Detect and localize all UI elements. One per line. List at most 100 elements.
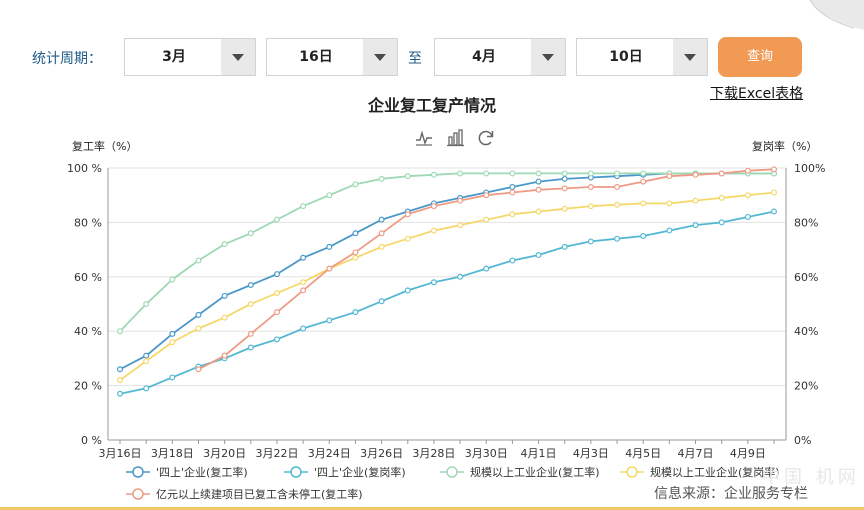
chevron-down-icon[interactable]: [531, 39, 565, 75]
data-point: [457, 170, 464, 177]
data-point: [273, 216, 280, 223]
x-tick-label: 3月16日: [99, 447, 142, 460]
x-tick-label: 3月24日: [308, 447, 351, 460]
x-tick-label: 3月18日: [151, 447, 194, 460]
y-tick-label-right: 20%: [794, 380, 818, 393]
legend-entry-label: 规模以上工业企业(复工率): [470, 465, 600, 479]
data-point: [744, 192, 751, 199]
data-point: [770, 189, 777, 196]
data-point: [718, 219, 725, 226]
right-axis-title: 复岗率（%）: [752, 139, 817, 153]
legend-swatch-marker: [626, 466, 638, 478]
data-point: [430, 171, 437, 178]
download-excel-link[interactable]: 下载Excel表格: [710, 86, 804, 102]
end-day-select[interactable]: 10日: [576, 38, 708, 76]
data-point: [561, 175, 568, 182]
line-chart-icon[interactable]: [414, 128, 434, 148]
data-point: [143, 301, 150, 308]
data-point: [195, 311, 202, 318]
y-tick-label-left: 20 %: [74, 380, 102, 393]
x-tick-label: 3月26日: [360, 447, 403, 460]
series-line-1: [119, 210, 775, 395]
data-point: [430, 203, 437, 210]
data-point: [116, 377, 123, 384]
data-point: [692, 171, 699, 178]
data-point: [614, 184, 621, 191]
end-month-select[interactable]: 4月: [434, 38, 566, 76]
y-tick-label-left: 0 %: [81, 434, 102, 447]
series-line-2: [119, 172, 774, 332]
chevron-down-icon[interactable]: [221, 39, 255, 75]
data-point: [483, 192, 490, 199]
data-point: [116, 390, 123, 397]
data-point: [561, 243, 568, 250]
x-tick-label: 4月1日: [521, 447, 557, 460]
y-tick-label-left: 100 %: [67, 162, 102, 175]
query-button[interactable]: 查询: [718, 37, 802, 77]
bar-chart-icon[interactable]: [445, 128, 465, 148]
start-day-select[interactable]: 16日: [266, 38, 398, 76]
data-point: [535, 170, 542, 177]
start-month-value: 3月: [162, 49, 186, 65]
x-tick-label: 3月28日: [412, 447, 455, 460]
data-point: [221, 292, 228, 299]
y-tick-label-right: 40%: [794, 325, 818, 338]
y-tick-label-right: 80%: [794, 216, 818, 229]
source-note: 信息来源：企业服务专栏: [654, 486, 808, 502]
data-point: [273, 309, 280, 316]
data-point: [561, 205, 568, 212]
data-point: [352, 249, 359, 256]
data-point: [509, 189, 516, 196]
data-point: [509, 257, 516, 264]
legend-entry-label: 亿元以上续建项目已复工含未停工(复工率): [156, 487, 363, 501]
data-point: [509, 184, 516, 191]
legend-swatch-marker: [132, 488, 144, 500]
legend-swatch-marker: [446, 466, 458, 478]
x-tick-label: 4月9日: [730, 447, 766, 460]
data-point: [587, 170, 594, 177]
data-point: [535, 252, 542, 259]
data-point: [273, 290, 280, 297]
refresh-icon[interactable]: [476, 128, 496, 148]
data-point: [116, 366, 123, 373]
data-point: [744, 213, 751, 220]
data-point: [326, 317, 333, 324]
data-point: [247, 230, 254, 237]
data-point: [404, 287, 411, 294]
x-tick-label: 4月7日: [678, 447, 714, 460]
data-point: [457, 273, 464, 280]
data-point: [169, 276, 176, 283]
end-day-value: 10日: [609, 49, 643, 65]
data-point: [640, 200, 647, 207]
data-point: [614, 170, 621, 177]
data-point: [587, 203, 594, 210]
period-label: 统计周期：: [32, 51, 102, 67]
chevron-down-icon[interactable]: [363, 39, 397, 75]
data-point: [143, 358, 150, 365]
chevron-down-icon[interactable]: [673, 39, 707, 75]
data-point: [378, 298, 385, 305]
data-point: [378, 175, 385, 182]
data-point: [378, 243, 385, 250]
data-point: [326, 243, 333, 250]
data-point: [221, 314, 228, 321]
data-point: [404, 235, 411, 242]
legend-swatch-marker: [290, 466, 302, 478]
y-tick-label-right: 60%: [794, 271, 818, 284]
data-point: [195, 366, 202, 373]
bottom-accent-bar: [0, 507, 864, 510]
data-point: [300, 254, 307, 261]
start-month-select[interactable]: 3月: [124, 38, 256, 76]
data-point: [116, 328, 123, 335]
data-point: [300, 325, 307, 332]
data-point: [247, 344, 254, 351]
y-tick-label-left: 40 %: [74, 325, 102, 338]
data-point: [143, 352, 150, 359]
end-month-value: 4月: [472, 49, 496, 65]
data-point: [692, 197, 699, 204]
data-point: [770, 166, 777, 173]
data-point: [483, 216, 490, 223]
data-point: [483, 265, 490, 272]
y-tick-label-right: 100%: [794, 162, 825, 175]
